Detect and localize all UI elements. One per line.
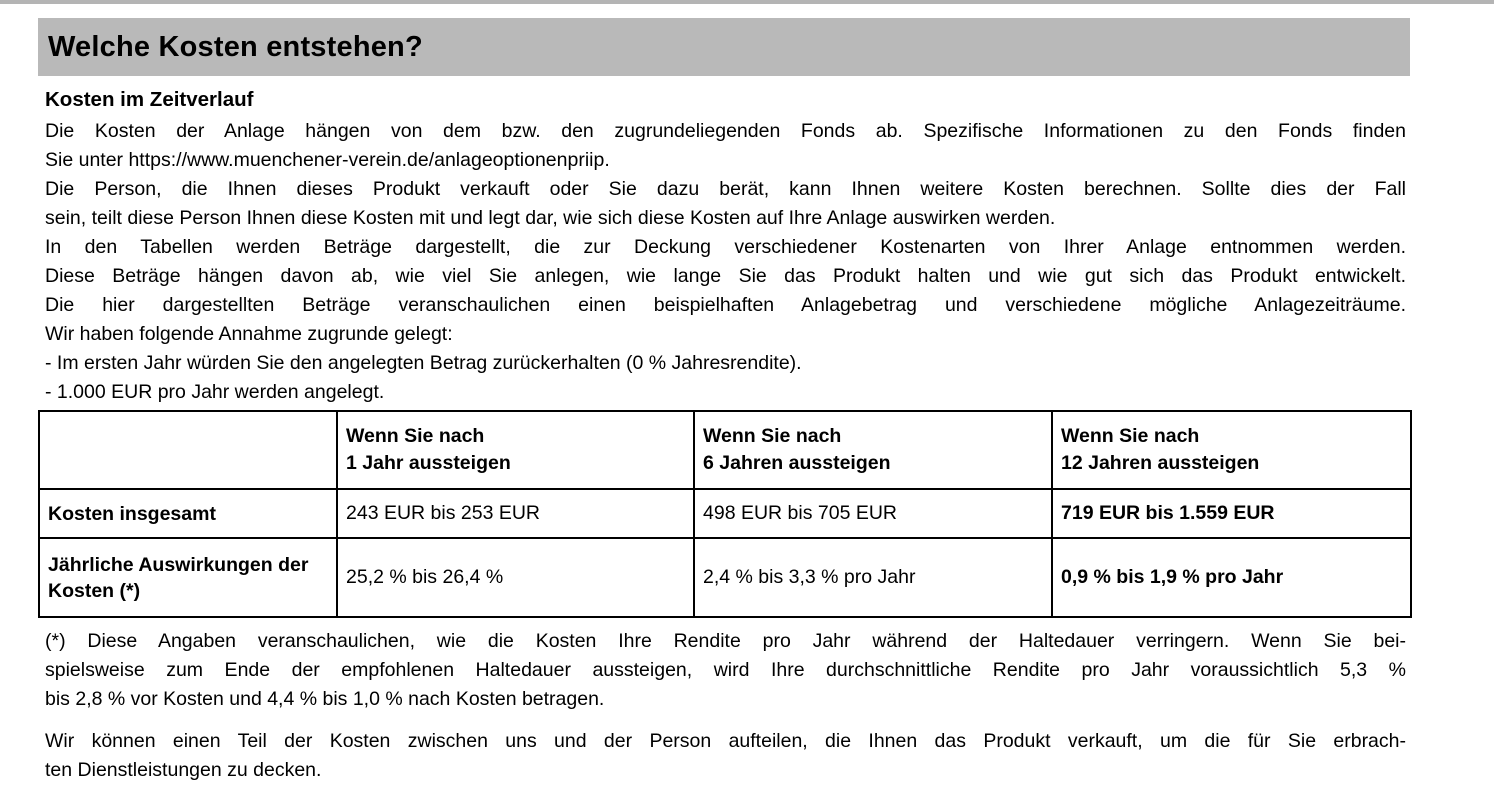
annual-impact-12-years: 0,9 % bis 1,9 % pro Jahr	[1051, 537, 1412, 618]
assumption-item-amount: - 1.000 EUR pro Jahr werden angelegt.	[45, 381, 385, 403]
paragraph-fund-costs: Die Kosten der Anlage hängen von dem bzw…	[45, 117, 1406, 175]
text-line: ten Dienstleistungen zu decken.	[45, 759, 322, 781]
row-label-annual-cost-impact: Jährliche Auswirkungen der Kosten (*)	[38, 537, 338, 618]
closing-paragraph: Wir können einen Teil der Kosten zwische…	[45, 727, 1406, 785]
table-corner-cell	[38, 410, 338, 490]
text-line: Die Person, die Ihnen dieses Produkt ver…	[45, 178, 1406, 200]
text-line: sein, teilt diese Person Ihnen diese Kos…	[45, 207, 1056, 229]
footnote-paragraph: (*) Diese Angaben veranschaulichen, wie …	[45, 627, 1406, 714]
total-costs-1-year: 243 EUR bis 253 EUR	[336, 488, 695, 539]
assumption-item-return: - Im ersten Jahr würden Sie den angelegt…	[45, 352, 802, 374]
column-header-exit-12-years: Wenn Sie nach 12 Jahren aussteigen	[1051, 410, 1412, 490]
text-line: Diese Beträge hängen davon ab, wie viel …	[45, 265, 1406, 287]
section-header-bar: Welche Kosten entstehen?	[38, 18, 1410, 76]
text-line: bis 2,8 % vor Kosten und 4,4 % bis 1,0 %…	[45, 688, 605, 710]
column-header-exit-6-years: Wenn Sie nach 6 Jahren aussteigen	[693, 410, 1053, 490]
paragraph-tables-explanation: In den Tabellen werden Beträge dargestel…	[45, 233, 1406, 349]
text-line: Die Kosten der Anlage hängen von dem bzw…	[45, 120, 1406, 142]
intro-text-block: Die Kosten der Anlage hängen von dem bzw…	[45, 117, 1406, 407]
text-line: In den Tabellen werden Beträge dargestel…	[45, 236, 1406, 258]
column-header-exit-1-year: Wenn Sie nach 1 Jahr aussteigen	[336, 410, 695, 490]
costs-table: Wenn Sie nach 1 Jahr aussteigen Wenn Sie…	[38, 410, 1412, 618]
paragraph-advisor-costs: Die Person, die Ihnen dieses Produkt ver…	[45, 175, 1406, 233]
costs-over-time-heading: Kosten im Zeitverlauf	[45, 88, 254, 111]
table-row-total-costs: Kosten insgesamt 243 EUR bis 253 EUR 498…	[38, 488, 1412, 539]
text-line: Die hier dargestellten Beträge veranscha…	[45, 294, 1406, 316]
total-costs-12-years: 719 EUR bis 1.559 EUR	[1051, 488, 1412, 539]
text-line: (*) Diese Angaben veranschaulichen, wie …	[45, 630, 1406, 652]
row-label-total-costs: Kosten insgesamt	[38, 488, 338, 539]
table-row-annual-cost-impact: Jährliche Auswirkungen der Kosten (*) 25…	[38, 537, 1412, 618]
annual-impact-6-years: 2,4 % bis 3,3 % pro Jahr	[693, 537, 1053, 618]
text-line: Wir haben folgende Annahme zugrunde gele…	[45, 323, 453, 345]
section-title: Welche Kosten entstehen?	[48, 30, 423, 63]
text-line: Wir können einen Teil der Kosten zwische…	[45, 730, 1406, 752]
text-line: spielsweise zum Ende der empfohlenen Hal…	[45, 659, 1406, 681]
annual-impact-1-year: 25,2 % bis 26,4 %	[336, 537, 695, 618]
total-costs-6-years: 498 EUR bis 705 EUR	[693, 488, 1053, 539]
text-line: Sie unter https://www.muenchener-verein.…	[45, 149, 610, 171]
costs-table-header-row: Wenn Sie nach 1 Jahr aussteigen Wenn Sie…	[38, 410, 1412, 490]
top-divider-rule	[0, 0, 1494, 4]
